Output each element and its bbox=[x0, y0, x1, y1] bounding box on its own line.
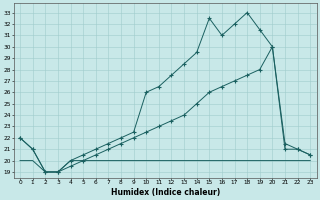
X-axis label: Humidex (Indice chaleur): Humidex (Indice chaleur) bbox=[110, 188, 220, 197]
